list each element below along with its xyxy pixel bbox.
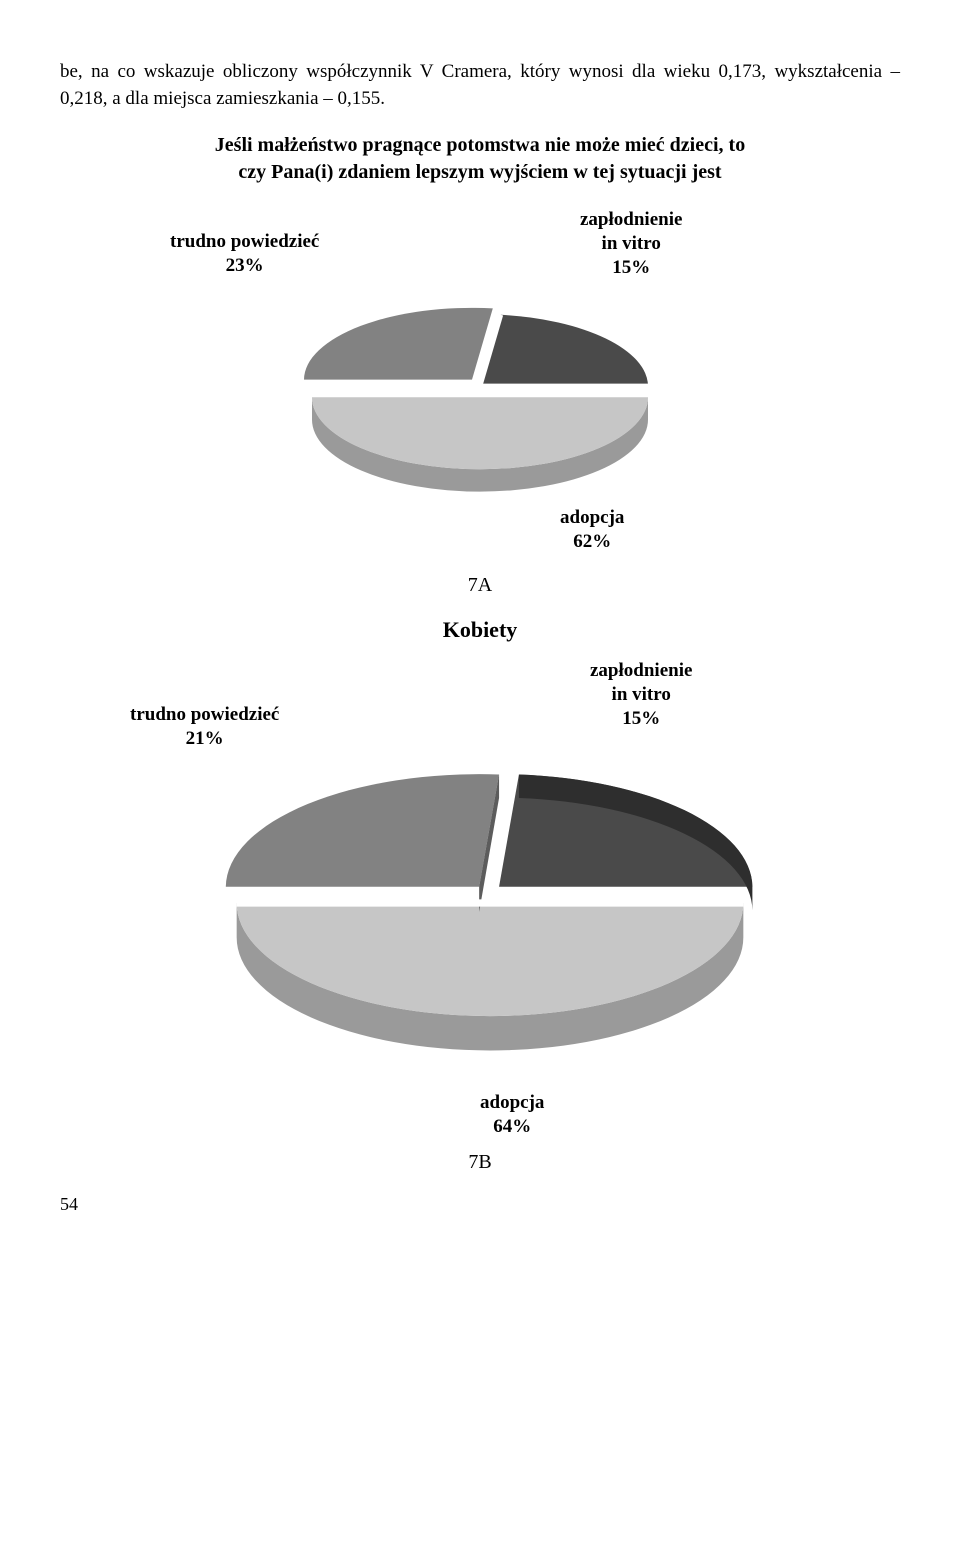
body-paragraph: be, na co wskazuje obliczony współczynni… xyxy=(60,59,900,112)
chart-b-label-bottom: adopcja 64% xyxy=(480,1091,544,1139)
chart-a: trudno powiedzieć 23% zapłodnienie in vi… xyxy=(60,196,900,566)
label-text: trudno powiedzieć xyxy=(170,231,319,252)
label-text: zapłodnienie xyxy=(580,209,682,230)
chart-a-title: Jeśli małżeństwo pragnące potomstwa nie … xyxy=(140,132,820,186)
label-text: in vitro xyxy=(612,684,671,705)
label-text: adopcja xyxy=(560,507,624,528)
chart-a-title-line1: Jeśli małżeństwo pragnące potomstwa nie … xyxy=(215,134,745,156)
page-number: 54 xyxy=(60,1194,900,1215)
chart-a-figure-label: 7A xyxy=(60,574,900,597)
chart-b: trudno powiedzieć 21% zapłodnienie in vi… xyxy=(60,653,900,1143)
chart-b-subtitle: Kobiety xyxy=(60,617,900,643)
label-percent: 62% xyxy=(573,531,611,552)
label-text: adopcja xyxy=(480,1092,544,1113)
chart-b-pie xyxy=(140,713,840,1093)
label-percent: 64% xyxy=(493,1116,531,1137)
chart-b-figure-label: 7B xyxy=(60,1151,900,1174)
label-text: zapłodnienie xyxy=(590,660,692,681)
chart-a-title-line2: czy Pana(i) zdaniem lepszym wyjściem w t… xyxy=(238,161,721,183)
chart-a-pie xyxy=(200,266,760,506)
label-text: in vitro xyxy=(602,233,661,254)
chart-a-label-bottom: adopcja 62% xyxy=(560,506,624,554)
